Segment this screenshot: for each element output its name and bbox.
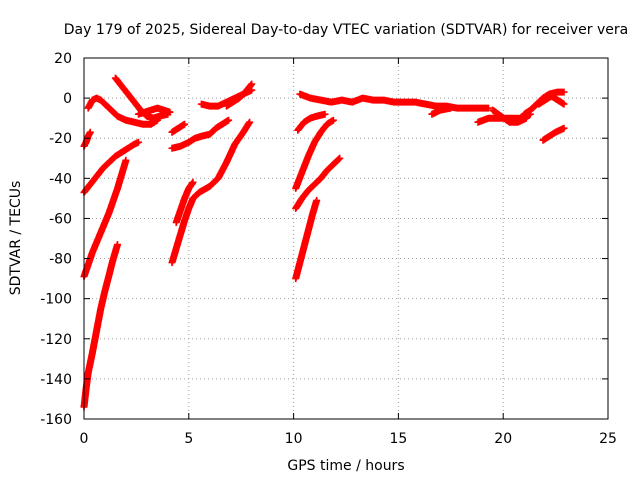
series-arc-b xyxy=(84,94,161,128)
x-tick-label: 20 xyxy=(494,431,512,447)
series-arc-n xyxy=(292,116,337,192)
x-tick-label: 0 xyxy=(80,431,89,447)
series-arc-a xyxy=(80,128,94,150)
plus-markers xyxy=(84,94,161,128)
series-arc-c xyxy=(80,138,142,196)
data-series xyxy=(80,74,568,411)
plus-markers xyxy=(489,106,530,126)
series-arc-r xyxy=(296,90,492,112)
x-tick-label: 5 xyxy=(184,431,193,447)
plus-markers xyxy=(172,178,197,226)
series-arc-i xyxy=(168,116,233,152)
y-tick-label: -20 xyxy=(49,131,72,147)
y-tick-label: -140 xyxy=(40,372,72,388)
y-tick-label: -40 xyxy=(49,171,72,187)
plus-markers xyxy=(428,104,455,118)
y-tick-label: -100 xyxy=(40,292,72,308)
plus-markers xyxy=(168,118,254,267)
plot-frame xyxy=(83,57,609,420)
grid xyxy=(84,58,608,419)
chart-title: Day 179 of 2025, Sidereal Day-to-day VTE… xyxy=(64,22,628,38)
series-arc-g xyxy=(135,104,174,118)
series-arc-u xyxy=(489,106,530,126)
plus-markers xyxy=(223,80,256,110)
plus-markers xyxy=(294,110,329,134)
plus-markers xyxy=(292,196,321,283)
series-arc-h xyxy=(168,120,189,136)
plus-markers xyxy=(539,124,568,144)
series-arc-q xyxy=(294,110,329,134)
series-arc-j xyxy=(172,178,197,226)
y-tick-label: -60 xyxy=(49,211,72,227)
plus-markers xyxy=(535,92,568,108)
x-tick-label: 25 xyxy=(599,431,617,447)
y-tick-label: -80 xyxy=(49,252,72,268)
x-tick-label: 10 xyxy=(285,431,303,447)
plus-markers xyxy=(135,104,174,118)
plus-markers xyxy=(80,128,94,150)
plus-markers xyxy=(168,116,233,152)
series-arc-w xyxy=(535,92,568,108)
series-arc-k xyxy=(168,118,254,267)
series-arc-m xyxy=(223,80,256,110)
y-tick-label: -160 xyxy=(40,412,72,428)
y-axis-label: SDTVAR / TECUs xyxy=(8,181,24,296)
series-arc-p xyxy=(292,196,321,283)
y-tick-label: -120 xyxy=(40,332,72,348)
x-axis-label: GPS time / hours xyxy=(287,458,404,474)
series-arc-s xyxy=(428,104,455,118)
plus-markers xyxy=(292,154,344,212)
plus-markers xyxy=(80,138,142,196)
axis-ticks: 0 5 10 15 20 25 -160 -140 -120 -100 -80 -60 -40 -20 0 2… xyxy=(40,51,617,447)
series-arc-o xyxy=(292,154,344,212)
series-arc-x xyxy=(539,124,568,144)
y-tick-label: 20 xyxy=(54,51,72,67)
y-tick-label: 0 xyxy=(63,91,72,107)
plus-markers xyxy=(296,90,492,112)
plus-markers xyxy=(168,120,189,136)
x-tick-label: 15 xyxy=(389,431,407,447)
plus-markers xyxy=(292,116,337,192)
